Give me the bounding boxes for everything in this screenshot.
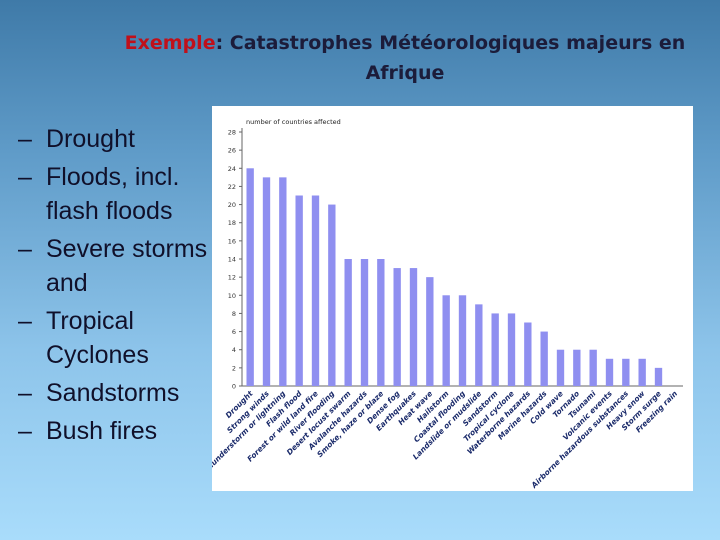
bullet-dash: – bbox=[18, 417, 32, 445]
chart-bar bbox=[328, 204, 336, 386]
title-keyword: Exemple bbox=[124, 32, 216, 54]
bullet-text: Sandstorms bbox=[46, 379, 180, 407]
chart-bar bbox=[475, 304, 483, 386]
bullet-text: Tropical Cyclones bbox=[46, 307, 149, 369]
chart-bar bbox=[409, 268, 418, 386]
bullet-dash: – bbox=[18, 125, 32, 153]
chart-bar bbox=[654, 367, 663, 386]
title-text: : Catastrophes Météorologiques majeurs e… bbox=[215, 32, 686, 54]
chart-bar bbox=[442, 295, 450, 386]
bullet-text: Floods, incl. flash floods bbox=[46, 163, 180, 225]
bullet-item: – Floods, incl. flash floods bbox=[18, 160, 208, 228]
chart-bar bbox=[344, 259, 352, 386]
bullet-dash: – bbox=[18, 235, 32, 263]
y-tick-label: 26 bbox=[228, 147, 236, 155]
y-tick-label: 28 bbox=[228, 129, 236, 137]
chart-bar bbox=[458, 295, 467, 386]
bullet-text: Severe storms and bbox=[46, 235, 208, 297]
y-tick-label: 18 bbox=[228, 219, 236, 227]
y-tick-label: 6 bbox=[232, 328, 236, 336]
chart-bar bbox=[540, 331, 548, 386]
y-tick-label: 14 bbox=[228, 256, 236, 264]
chart-bar bbox=[311, 195, 320, 386]
chart-bar bbox=[605, 358, 614, 386]
chart-bar bbox=[246, 168, 254, 386]
y-tick-label: 10 bbox=[228, 292, 236, 300]
bullet-text: Drought bbox=[46, 125, 135, 153]
bullet-item: – Sandstorms bbox=[18, 376, 208, 410]
chart-bar bbox=[622, 358, 630, 386]
bar-chart: number of countries affected 0 2 4 6 8 10 12 14 1… bbox=[212, 106, 693, 491]
chart-bar bbox=[279, 177, 287, 386]
chart-bar bbox=[360, 259, 369, 386]
chart-bar bbox=[524, 322, 532, 386]
bullet-text: Bush fires bbox=[46, 417, 158, 445]
bullet-dash: – bbox=[18, 163, 32, 191]
bullet-dash: – bbox=[18, 379, 32, 407]
chart-bar bbox=[573, 349, 581, 386]
chart-bar bbox=[295, 195, 303, 386]
title-line2: Afrique bbox=[365, 62, 445, 84]
chart-bar bbox=[589, 349, 597, 386]
slide-title: Exemple: Catastrophes Météorologiques ma… bbox=[95, 28, 715, 88]
y-tick-label: 20 bbox=[228, 201, 236, 209]
chart-bar bbox=[262, 177, 271, 386]
bullet-item: – Bush fires bbox=[18, 414, 208, 448]
chart-bar bbox=[393, 268, 401, 386]
chart-bar bbox=[426, 277, 434, 386]
y-tick-label: 24 bbox=[228, 165, 236, 173]
y-tick-label: 4 bbox=[232, 346, 236, 354]
chart-bar bbox=[556, 349, 565, 386]
chart-bar bbox=[377, 259, 385, 386]
bullet-item: – Drought bbox=[18, 122, 208, 156]
y-tick-label: 2 bbox=[232, 364, 236, 372]
y-tick-label: 22 bbox=[228, 183, 236, 191]
bullet-dash: – bbox=[18, 307, 32, 335]
chart-bar bbox=[491, 313, 499, 386]
bullet-list: – Drought – Floods, incl. flash floods – Se… bbox=[18, 122, 208, 452]
chart-title: number of countries affected bbox=[246, 118, 341, 126]
bullet-item: – Tropical Cyclones bbox=[18, 304, 208, 372]
bullet-item: – Severe storms and bbox=[18, 232, 208, 300]
chart-bar bbox=[638, 358, 646, 386]
y-tick-label: 16 bbox=[228, 237, 236, 245]
y-tick-label: 8 bbox=[232, 310, 236, 318]
y-tick-label: 12 bbox=[228, 274, 236, 282]
y-tick-label: 0 bbox=[232, 383, 236, 391]
chart-svg: number of countries affected024681012141… bbox=[212, 118, 683, 490]
chart-bar bbox=[507, 313, 516, 386]
